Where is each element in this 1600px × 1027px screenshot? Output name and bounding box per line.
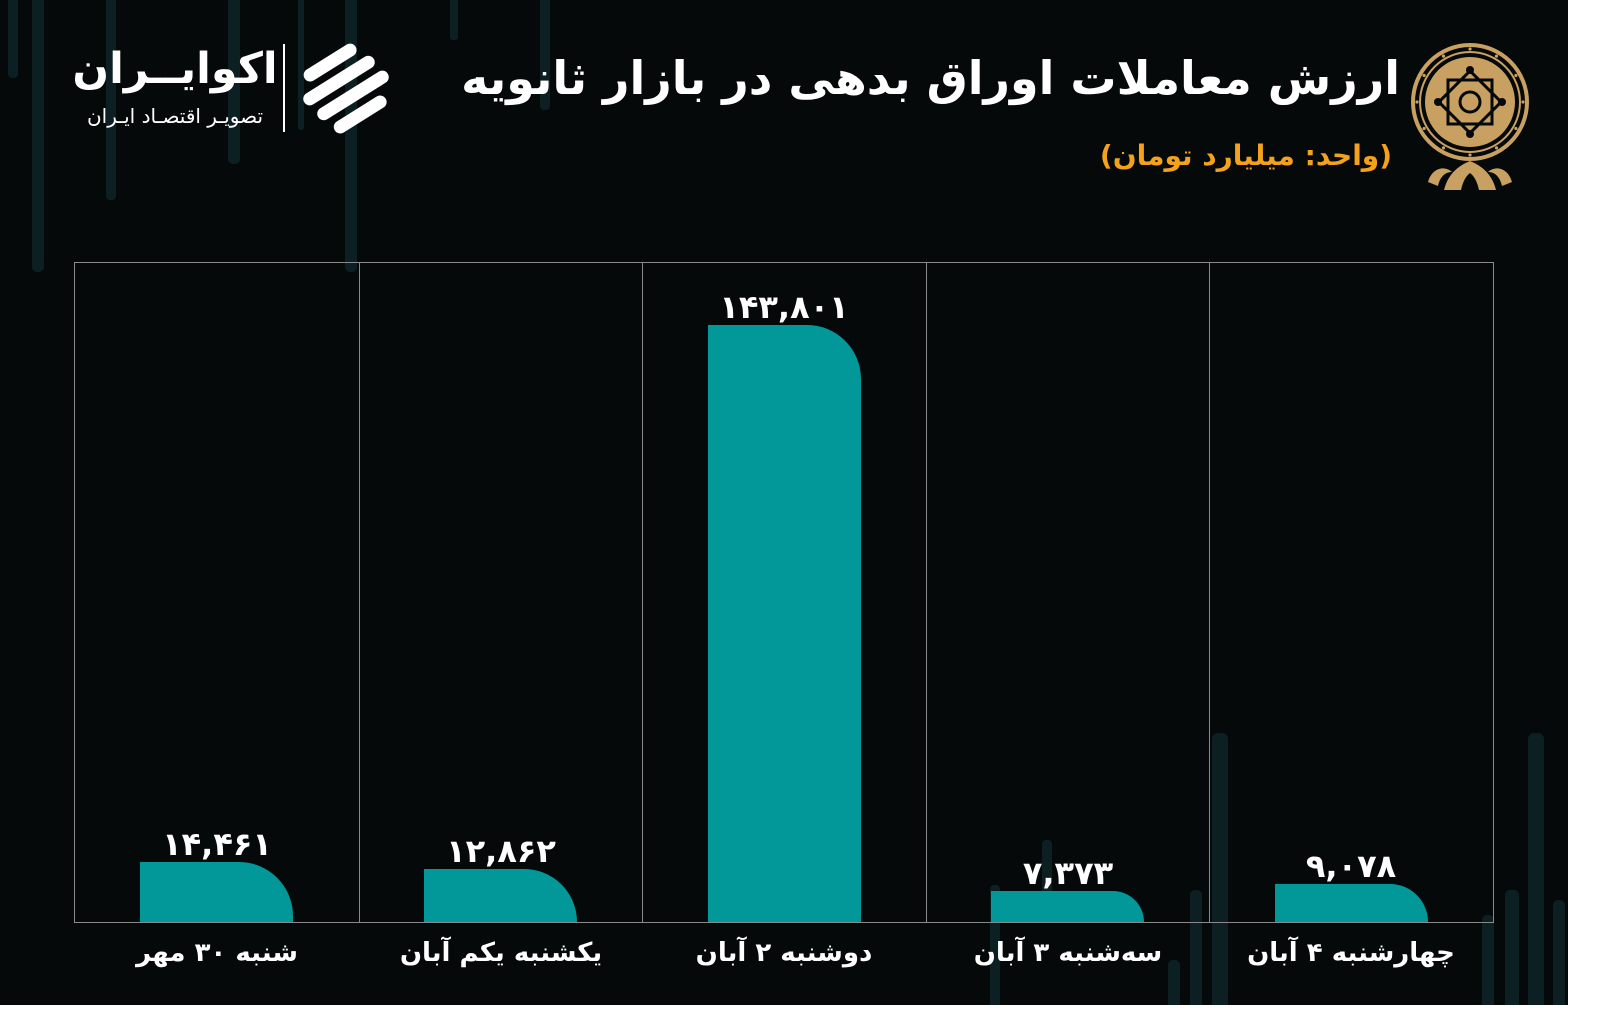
data-label: ۷,۳۷۳	[1022, 854, 1114, 892]
infographic-panel: اکوایــران تصویـر اقتصـاد ایـران ارزش مع…	[0, 0, 1568, 1005]
candlestick	[450, 0, 458, 40]
candlestick	[1190, 890, 1202, 1005]
ecoiran-logo-icon	[303, 43, 389, 134]
column-divider	[642, 263, 643, 922]
candlestick	[106, 0, 116, 200]
bar	[140, 862, 293, 922]
data-label: ۱۴۳,۸۰۱	[719, 288, 849, 326]
category-label: شنبه ۳۰ مهر	[136, 938, 298, 968]
brand-tagline: تصویـر اقتصـاد ایـران	[86, 104, 264, 128]
background-candlesticks	[8, 0, 1565, 1005]
candlestick	[1553, 900, 1565, 1005]
candlestick	[1168, 960, 1180, 1005]
column-divider	[1209, 263, 1210, 922]
candlestick	[1212, 733, 1228, 1005]
x-axis-labels: شنبه ۳۰ مهر یکشنبه یکم آبان دوشنبه ۲ آبان س…	[75, 928, 1493, 978]
unit-subtitle: (واحد: میلیارد تومان)	[1099, 139, 1392, 172]
bar	[991, 891, 1144, 922]
candlestick	[1042, 840, 1052, 900]
column-divider	[926, 263, 927, 922]
candlestick	[345, 0, 357, 272]
candlestick	[1528, 733, 1544, 1005]
brand-name: اکوایــران	[72, 44, 278, 94]
candlestick	[1505, 890, 1519, 1005]
candlestick	[298, 0, 304, 130]
bar	[1275, 884, 1428, 922]
brand-divider	[283, 44, 285, 132]
category-label: چهارشنبه ۴ آبان	[1247, 938, 1455, 968]
chart-plot-area: ۱۴,۴۶۱ ۱۲,۸۶۲ ۱۴۳,۸۰۱ ۷,۳۷۳ ۹,۰۷۸	[74, 262, 1494, 923]
candlestick	[1482, 915, 1494, 1005]
data-label: ۱۲,۸۶۲	[446, 832, 556, 870]
bar	[708, 325, 861, 922]
candlestick	[540, 0, 550, 110]
candlestick	[32, 0, 44, 272]
candlestick	[8, 0, 18, 78]
data-label: ۱۴,۴۶۱	[162, 825, 272, 863]
category-label: دوشنبه ۲ آبان	[695, 938, 873, 968]
stock-exchange-emblem-icon	[1411, 43, 1529, 190]
candlestick	[228, 0, 240, 164]
chart-title: ارزش معاملات اوراق بدهی در بازار ثانویه	[461, 51, 1400, 105]
bar	[424, 869, 577, 922]
column-divider	[359, 263, 360, 922]
data-label: ۹,۰۷۸	[1305, 847, 1397, 885]
category-label: یکشنبه یکم آبان	[399, 938, 603, 968]
category-label: سه‌شنبه ۳ آبان	[973, 938, 1163, 968]
